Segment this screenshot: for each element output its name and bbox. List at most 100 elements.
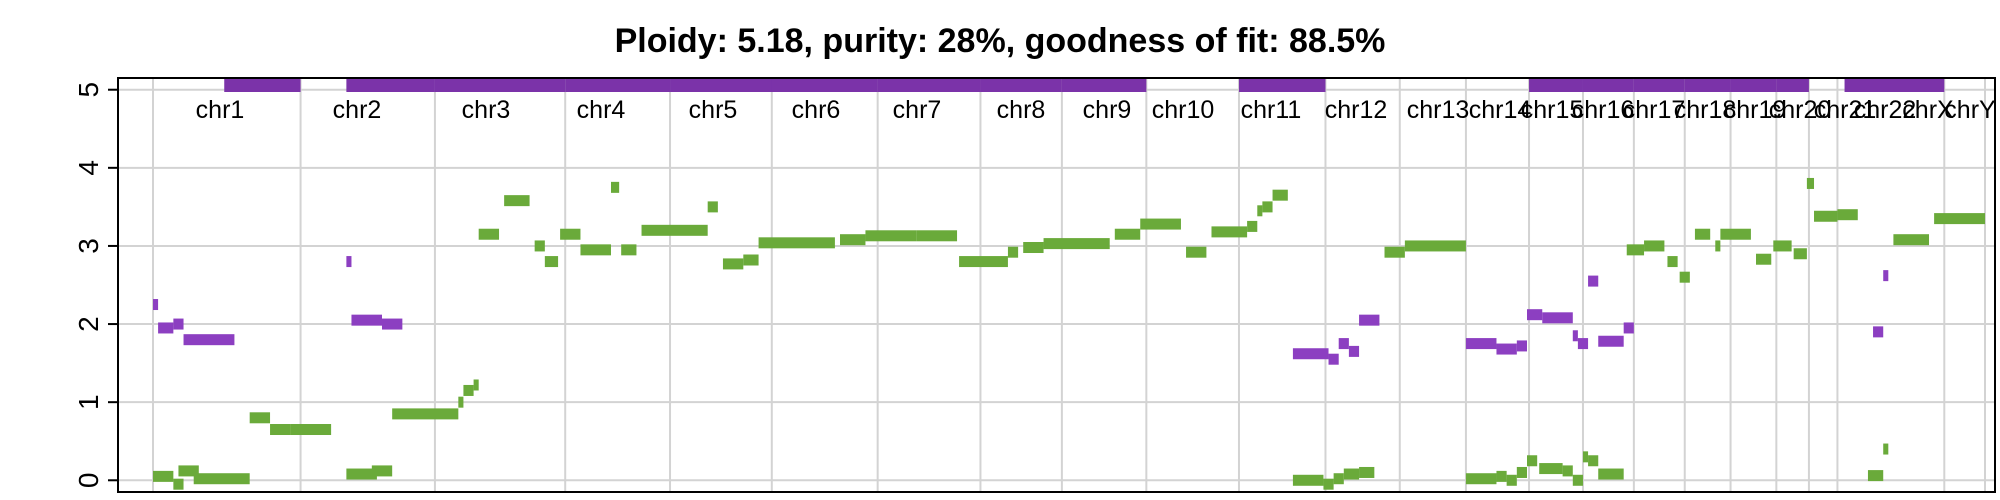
minor-segment	[1577, 338, 1589, 350]
chromosome-label: chr9	[1083, 96, 1132, 124]
minor-segment	[1542, 312, 1573, 324]
total-segment	[1756, 253, 1772, 265]
minor-segment	[1359, 314, 1380, 326]
total-segment	[1883, 443, 1889, 455]
total-segment	[916, 230, 958, 242]
minor-segment	[1572, 330, 1578, 342]
chromosome-arm-bar	[224, 79, 301, 92]
total-segment	[722, 258, 744, 270]
minor-segment	[1883, 270, 1889, 282]
chromosome-label: chr8	[997, 96, 1046, 124]
minor-segment	[173, 318, 184, 330]
total-segment	[1644, 240, 1665, 252]
chromosome-arm-bar	[1061, 79, 1147, 92]
total-segment	[193, 473, 250, 485]
total-segment	[1114, 228, 1141, 240]
total-segment	[153, 470, 174, 482]
chromosome-arm-bar	[434, 79, 566, 92]
chromosome-arm-bar	[1582, 79, 1634, 92]
total-segment	[1272, 189, 1288, 201]
chromosome-arm-bar	[1844, 79, 1945, 92]
minor-segment	[1328, 353, 1339, 365]
total-segment	[1465, 473, 1497, 485]
total-segment	[580, 244, 611, 256]
total-segment	[458, 396, 464, 408]
total-segment	[1292, 474, 1324, 486]
chromosome-arm-bar	[1238, 79, 1326, 92]
total-segment	[743, 254, 759, 266]
total-segment	[371, 465, 393, 477]
minor-segment	[153, 299, 159, 311]
total-segment	[1562, 465, 1573, 477]
total-segment	[1720, 228, 1751, 240]
total-segment	[1211, 226, 1248, 238]
y-tick-label: 2	[73, 316, 104, 332]
total-segment	[504, 195, 530, 207]
total-segment	[707, 201, 718, 213]
chromosome-arm-bar	[877, 79, 981, 92]
minor-segment	[1292, 348, 1329, 360]
total-segment	[621, 244, 637, 256]
total-segment	[1582, 451, 1589, 463]
total-segment	[1793, 248, 1807, 260]
minor-segment	[1338, 338, 1349, 350]
total-segment	[392, 408, 459, 420]
total-segment	[1806, 177, 1815, 189]
minor-segment	[1516, 340, 1527, 352]
chromosome-label: chr7	[893, 96, 942, 124]
total-segment	[1262, 201, 1273, 213]
minor-segment	[183, 334, 235, 346]
chromosome-arm-bar	[346, 79, 435, 92]
total-segment	[1043, 238, 1110, 250]
chromosome-label: chr1	[196, 96, 245, 124]
chromosome-label: chr11	[1241, 96, 1302, 124]
total-segment	[1140, 218, 1181, 230]
total-segment	[1359, 466, 1375, 478]
total-segment	[1572, 474, 1583, 486]
total-segment	[1679, 271, 1690, 283]
minor-segment	[1465, 338, 1497, 350]
total-segment	[1384, 246, 1405, 258]
total-segment	[1323, 478, 1334, 490]
chart-title: Ploidy: 5.18, purity: 28%, goodness of f…	[615, 22, 1386, 60]
chromosome-arm-bars	[224, 79, 1945, 92]
total-segment	[173, 478, 184, 490]
total-segment	[463, 384, 474, 396]
minor-segment	[1348, 345, 1360, 357]
total-segment	[1626, 244, 1645, 256]
total-segment	[478, 228, 500, 240]
total-segment	[611, 181, 620, 193]
chromosome-arm-bar	[1776, 79, 1809, 92]
total-segment	[840, 234, 866, 246]
y-tick-label: 5	[73, 82, 104, 98]
y-tick-label: 0	[73, 472, 104, 488]
chromosome-label: chr12	[1325, 96, 1388, 124]
minor-segment	[351, 314, 382, 326]
total-segment	[270, 424, 291, 436]
total-segment	[1814, 210, 1838, 222]
total-segment	[1007, 246, 1019, 258]
chromosome-label: chrX	[1902, 96, 1954, 124]
total-segment	[1516, 466, 1527, 478]
chromosome-label: chr21	[1814, 96, 1877, 124]
chromosome-arm-bar	[1633, 79, 1685, 92]
total-segment	[346, 468, 377, 480]
chromosome-label: chr3	[462, 96, 511, 124]
total-segment	[1527, 455, 1538, 467]
total-segment	[249, 412, 271, 424]
minor-segment	[1588, 275, 1599, 287]
y-tick-label: 4	[73, 160, 104, 176]
chromosome-label: chr6	[792, 96, 841, 124]
segments-layer	[153, 177, 1985, 490]
chromosome-label: chr5	[689, 96, 738, 124]
total-segment	[1506, 474, 1517, 486]
total-segment	[1598, 468, 1624, 480]
total-segment	[1539, 463, 1563, 475]
chromosome-label: chr20	[1769, 96, 1832, 124]
total-segment	[1333, 473, 1344, 485]
chromosome-label: chr14	[1469, 96, 1532, 124]
minor-segment	[1496, 343, 1517, 355]
y-tick-label: 1	[73, 394, 104, 410]
chromosome-label: chr16	[1572, 96, 1635, 124]
total-segment	[560, 228, 581, 240]
